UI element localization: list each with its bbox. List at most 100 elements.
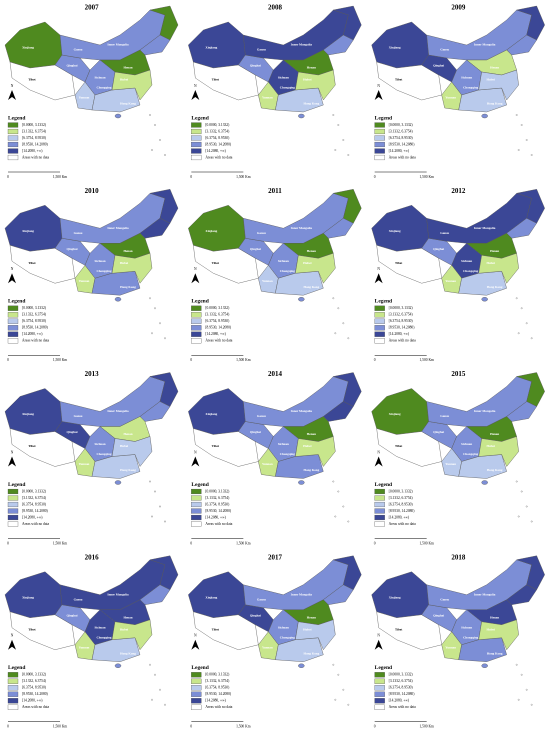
legend-label: Areas with no data — [389, 155, 416, 159]
legend-swatch — [7, 495, 19, 501]
legend-swatch — [374, 488, 385, 495]
island-dot — [332, 663, 335, 666]
scale-label: 0 — [190, 358, 192, 362]
legend-label: [8.9530, 14.2080) — [205, 692, 232, 697]
legend-label: [14.2080, +∞) — [205, 332, 226, 337]
place-label: Henan — [490, 432, 499, 436]
north-label: N — [11, 267, 14, 271]
place-label: Gansu — [74, 48, 83, 52]
north-arrow — [191, 273, 200, 284]
legend-label: [14.2080, +∞) — [205, 149, 226, 154]
province-region — [506, 34, 537, 56]
legend-label: [0.0000, 3.1332) — [205, 306, 230, 311]
place-label: Chongqing — [96, 635, 111, 639]
island-dot — [164, 337, 166, 340]
legend-title: Legend — [191, 482, 208, 488]
legend-label: [14.2080, +∞) — [389, 332, 410, 337]
scale-label: 1,500 Km — [53, 541, 68, 546]
legend-swatch — [191, 508, 202, 514]
map-panel: 2017 Xinjiang Tibet Qinghai Gansu Inner Mongo… — [188, 553, 362, 730]
island-region — [298, 480, 305, 485]
legend-label: Areas with no data — [22, 705, 49, 709]
legend-label: [6.3754, 8.9530) — [22, 502, 47, 507]
north-label: N — [11, 634, 14, 638]
place-label: Henan — [123, 615, 132, 619]
legend-swatch — [191, 331, 202, 337]
place-label: Inner Mongolia — [291, 43, 313, 47]
island-dot — [154, 673, 156, 676]
legend-label: [6.3754, 8.9530) — [205, 319, 230, 324]
place-label: Gansu — [74, 231, 83, 235]
place-label: Xinjiang — [205, 412, 217, 416]
scale-label: 0 — [190, 725, 192, 729]
place-label: Gansu — [74, 597, 83, 601]
legend-title: Legend — [375, 115, 392, 121]
year-title: 2018 — [451, 553, 466, 561]
legend-label: [6.3754, 8.9530) — [205, 502, 230, 507]
legend-swatch — [374, 312, 385, 318]
legend-swatch — [374, 135, 385, 141]
legend-label: Areas with no data — [22, 339, 49, 343]
island-dot — [159, 505, 161, 508]
legend-label: [14.2080, +∞) — [389, 515, 410, 520]
legend-label: [14.2080, +∞) — [22, 332, 43, 337]
scale-label: 0 — [7, 725, 9, 729]
place-label: Henan — [307, 249, 316, 253]
province-region — [506, 584, 537, 605]
legend-label: Areas with no data — [205, 155, 232, 159]
legend-label: [6.3754, 8.9530) — [205, 136, 230, 141]
legend-label: [3.1332, 6.3754) — [22, 129, 47, 134]
place-label: Inner Mongolia — [474, 226, 496, 230]
legend-swatch — [374, 148, 385, 154]
place-label: Chongqing — [96, 452, 111, 456]
year-title: 2007 — [85, 4, 100, 12]
scale-label: 0 — [7, 358, 9, 362]
legend-swatch — [191, 135, 202, 141]
province-region — [111, 436, 153, 467]
legend-title: Legend — [8, 299, 25, 305]
legend-label: [3.1332, 6.3754) — [205, 129, 230, 134]
legend-label: Areas with no data — [389, 339, 416, 343]
legend-title: Legend — [8, 665, 25, 671]
legend-swatch — [191, 325, 202, 331]
place-label: Tibet — [395, 78, 403, 82]
legend-swatch — [7, 331, 19, 337]
legend-swatch — [191, 685, 202, 691]
place-label: Hubei — [303, 261, 311, 265]
legend-label: [3.1332, 6.3754) — [22, 313, 47, 318]
place-label: Sichuan — [461, 625, 472, 629]
island-dot — [342, 322, 345, 325]
island-dot — [515, 663, 518, 666]
island-dot — [149, 480, 151, 483]
place-label: Hubei — [487, 261, 495, 265]
legend-swatch — [374, 691, 385, 697]
legend-label: [0.0000, 3.1332) — [22, 489, 47, 494]
place-label: Qinghai — [67, 247, 78, 251]
legend-swatch — [374, 685, 385, 691]
legend-label: [3.1332, 6.3754) — [389, 496, 414, 501]
legend-swatch — [374, 128, 385, 135]
island-region — [481, 663, 488, 668]
island-dot — [517, 149, 520, 151]
legend-title: Legend — [191, 665, 208, 671]
legend-label: [14.2080, +∞) — [205, 515, 226, 520]
place-label: Hubei — [487, 78, 495, 82]
island-dot — [151, 698, 153, 701]
place-label: Tibet — [395, 444, 403, 448]
place-label: Xinjiang — [389, 412, 401, 416]
map-panel: 2016 Xinjiang Tibet Qinghai Gansu Inner Mongo… — [4, 553, 179, 730]
legend-label: [0.0000, 3.1332) — [22, 306, 47, 311]
north-arrow — [8, 639, 16, 650]
legend-swatch-no-data — [374, 521, 385, 527]
north-label: N — [377, 450, 380, 454]
island-dot — [525, 139, 528, 141]
north-arrow — [374, 273, 383, 284]
legend-swatch — [7, 501, 19, 508]
legend-swatch-no-data — [191, 338, 202, 344]
island-region — [481, 113, 488, 119]
place-label: Hong Kong — [487, 468, 503, 472]
place-label: Sichuan — [95, 259, 106, 263]
place-label: Xinjiang — [205, 595, 217, 599]
legend-label: [14.2080, +∞) — [22, 149, 43, 154]
